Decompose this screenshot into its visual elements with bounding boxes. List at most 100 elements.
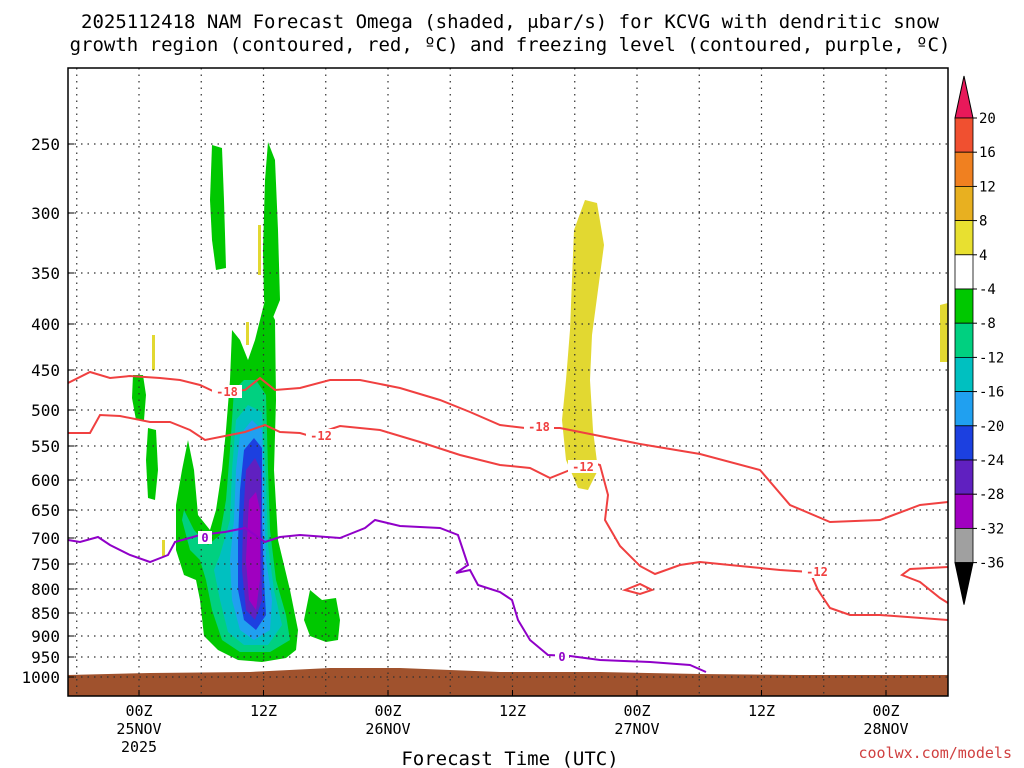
red-label-bg-4 bbox=[568, 460, 598, 473]
red-contour-label-4: -12 bbox=[572, 460, 594, 474]
purple-contour-label-2: 0 bbox=[558, 650, 565, 664]
purple-contour-0 bbox=[67, 518, 707, 673]
colorbar: 20 16 12 8 4 -4 -8 -12 -16 -20 -24 -28 -32 -36 bbox=[954, 75, 1004, 605]
omega-green-upper-left bbox=[210, 145, 226, 270]
purple-label-bg-1 bbox=[198, 531, 212, 544]
colorbar-label: -4 bbox=[979, 282, 996, 298]
y-tick-label: 900 bbox=[31, 627, 60, 646]
red-contour-label-1: -18 bbox=[216, 385, 238, 399]
y-tick-label: 750 bbox=[31, 555, 60, 574]
colorbar-label: 12 bbox=[979, 179, 996, 195]
omega-yellow-sliver-2 bbox=[152, 335, 155, 370]
x-tick-date: 27NOV bbox=[614, 720, 659, 738]
ground bbox=[68, 668, 948, 696]
y-tick-label: 800 bbox=[31, 580, 60, 599]
omega-purple-region bbox=[246, 492, 260, 610]
grid bbox=[68, 68, 948, 696]
x-tick-date: 28NOV bbox=[863, 720, 908, 738]
x-tick-time: 12Z bbox=[748, 702, 775, 720]
y-tick-label: 600 bbox=[31, 471, 60, 490]
red-contour-minus12-loop bbox=[621, 582, 655, 596]
red-label-bg-2 bbox=[306, 429, 336, 442]
omega-yellow-sliver-4 bbox=[162, 540, 165, 556]
omega-green-small-1 bbox=[132, 375, 146, 420]
x-tick-time: 00Z bbox=[623, 702, 650, 720]
red-label-bg-1 bbox=[212, 385, 242, 398]
omega-yellow-region bbox=[562, 200, 604, 490]
colorbar-box bbox=[954, 356, 974, 392]
red-contour-label-3: -18 bbox=[528, 420, 550, 434]
colorbar-label: 16 bbox=[979, 145, 996, 161]
colorbar-label: -24 bbox=[979, 453, 1004, 469]
y-tick-label: 450 bbox=[31, 361, 60, 380]
colorbar-box bbox=[954, 493, 974, 529]
colorbar-box bbox=[954, 459, 974, 495]
omega-yellow-sliver-3 bbox=[246, 322, 249, 345]
colorbar-box bbox=[954, 528, 974, 564]
x-tick-date: 25NOV bbox=[116, 720, 161, 738]
x-axis-label: Forecast Time (UTC) bbox=[401, 748, 618, 768]
red-contours bbox=[67, 370, 949, 621]
y-tick-label: 300 bbox=[31, 204, 60, 223]
omega-green-blob-right bbox=[304, 590, 340, 642]
credit-text: coolwx.com/models bbox=[858, 744, 1012, 762]
purple-label-bg-2 bbox=[555, 650, 569, 663]
y-tick-label: 500 bbox=[31, 401, 60, 420]
chart-title-line1: 2025112418 NAM Forecast Omega (shaded, μ… bbox=[81, 11, 939, 33]
red-contour-minus12-right bbox=[899, 566, 949, 604]
y-tick-label: 1000 bbox=[21, 668, 60, 687]
x-tick-year: 2025 bbox=[121, 738, 157, 756]
plot-frame bbox=[67, 67, 949, 697]
x-tick-date: 26NOV bbox=[365, 720, 410, 738]
colorbar-label: -12 bbox=[979, 350, 1004, 366]
y-tick-label: 850 bbox=[31, 604, 60, 623]
colorbar-label: 4 bbox=[979, 248, 987, 264]
omega-green-upper-right bbox=[263, 142, 280, 320]
colorbar-box bbox=[954, 288, 974, 324]
x-tick-time: 12Z bbox=[499, 702, 526, 720]
colorbar-box bbox=[954, 254, 974, 290]
y-axis: 250 300 350 400 450 500 550 600 650 700 750 800 850 9… bbox=[21, 135, 74, 687]
y-tick-label: 650 bbox=[31, 501, 60, 520]
omega-green-small-2 bbox=[146, 428, 158, 500]
purple-contour-labels: 0 0 bbox=[198, 531, 569, 664]
y-tick-label: 550 bbox=[31, 437, 60, 456]
colorbar-box bbox=[954, 322, 974, 358]
y-tick-label: 400 bbox=[31, 315, 60, 334]
colorbar-label: 8 bbox=[979, 214, 987, 230]
colorbar-box bbox=[954, 391, 974, 427]
colorbar-box bbox=[954, 220, 974, 256]
colorbar-label: -32 bbox=[979, 521, 1004, 537]
plot-area bbox=[68, 68, 948, 696]
red-contour-minus12-upper bbox=[68, 413, 949, 621]
colorbar-arrow-top bbox=[954, 75, 974, 119]
y-tick-label: 350 bbox=[31, 264, 60, 283]
colorbar-box bbox=[954, 151, 974, 187]
colorbar-box bbox=[954, 185, 974, 221]
colorbar-label: -16 bbox=[979, 385, 1004, 401]
red-label-bg-5 bbox=[802, 565, 832, 578]
colorbar-label: -20 bbox=[979, 419, 1004, 435]
red-contour-label-5: -12 bbox=[806, 565, 828, 579]
x-tick-time: 00Z bbox=[125, 702, 152, 720]
colorbar-label: -36 bbox=[979, 556, 1004, 572]
x-tick-time: 00Z bbox=[374, 702, 401, 720]
chart-title-line2: growth region (contoured, red, ºC) and f… bbox=[70, 34, 951, 56]
colorbar-box bbox=[954, 425, 974, 461]
omega-yellow-sliver-1 bbox=[258, 225, 261, 275]
x-tick-time: 00Z bbox=[872, 702, 899, 720]
y-tick-label: 950 bbox=[31, 648, 60, 667]
red-contour-label-2: -12 bbox=[310, 429, 332, 443]
colorbar-arrow-bottom bbox=[954, 562, 974, 605]
purple-contour-label-1: 0 bbox=[201, 531, 208, 545]
y-tick-label: 700 bbox=[31, 529, 60, 548]
red-label-bg-3 bbox=[524, 420, 554, 433]
omega-shading bbox=[132, 142, 948, 662]
y-tick-label: 250 bbox=[31, 135, 60, 154]
omega-yellow-edge-right bbox=[940, 303, 948, 362]
red-contour-labels: -18 -12 -18 -12 -12 bbox=[212, 385, 832, 579]
red-contour-minus18-upper bbox=[67, 370, 949, 524]
x-tick-time: 12Z bbox=[250, 702, 277, 720]
